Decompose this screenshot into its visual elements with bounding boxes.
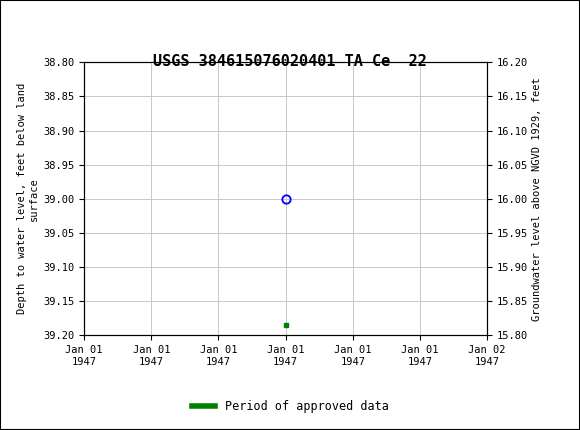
Text: USGS 384615076020401 TA Ce  22: USGS 384615076020401 TA Ce 22 (153, 54, 427, 69)
Text: █USGS: █USGS (9, 12, 63, 33)
Legend: Period of approved data: Period of approved data (187, 395, 393, 418)
Y-axis label: Groundwater level above NGVD 1929, feet: Groundwater level above NGVD 1929, feet (532, 77, 542, 321)
Bar (3, 7, 17, 38)
Y-axis label: Depth to water level, feet below land
surface: Depth to water level, feet below land su… (17, 83, 39, 314)
